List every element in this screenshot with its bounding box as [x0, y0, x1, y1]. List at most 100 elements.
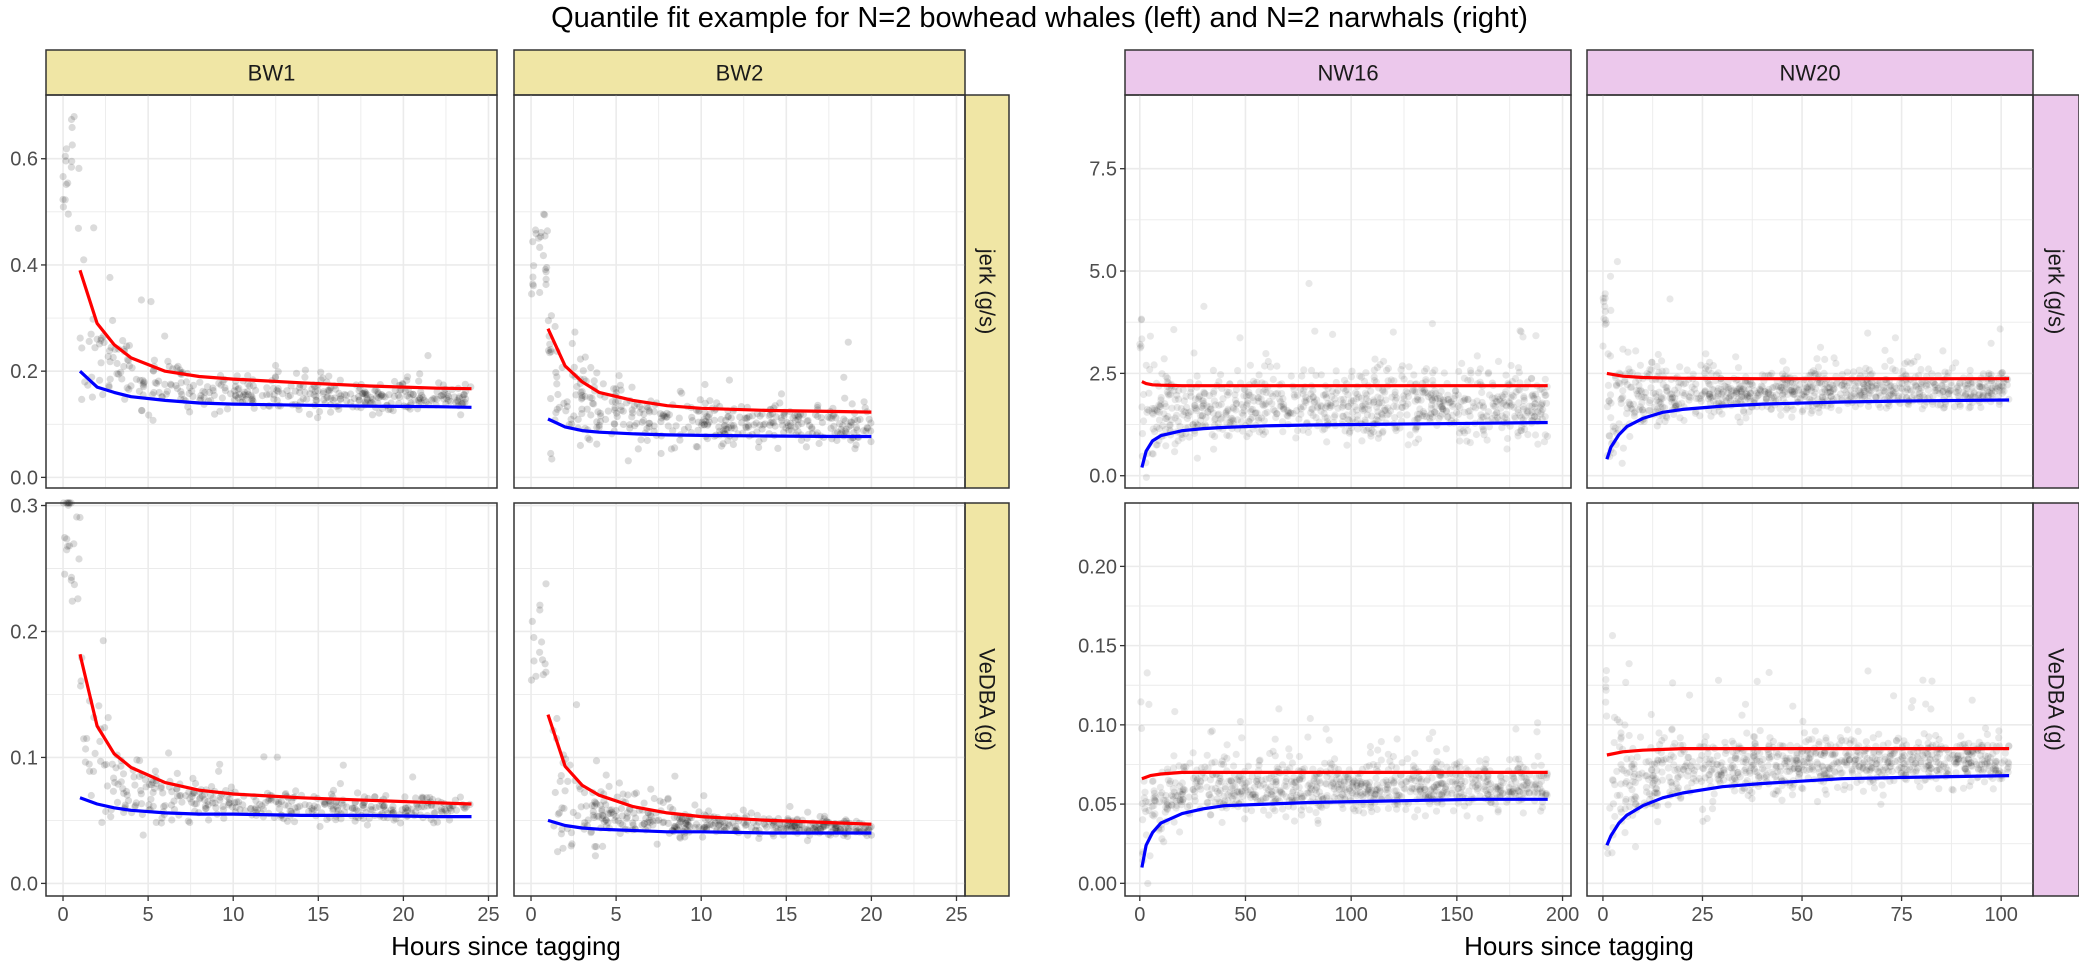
data-point: [87, 330, 95, 338]
data-point: [1502, 371, 1510, 379]
data-point: [1825, 388, 1833, 397]
data-point: [147, 795, 155, 803]
data-point: [1786, 379, 1794, 387]
data-point: [1779, 391, 1787, 399]
data-point: [1898, 393, 1906, 401]
data-point: [1148, 450, 1156, 458]
data-point: [1499, 789, 1507, 797]
data-point: [1289, 787, 1297, 795]
data-point: [284, 802, 292, 810]
data-point: [1934, 384, 1942, 392]
data-point: [1489, 400, 1497, 408]
data-point: [398, 380, 407, 388]
fit-line-upper: [78, 653, 472, 806]
data-point: [803, 837, 812, 845]
data-point: [1652, 393, 1660, 401]
data-point: [1239, 411, 1247, 419]
data-point: [1541, 375, 1549, 383]
data-point: [821, 822, 829, 830]
data-point: [1872, 384, 1880, 392]
data-point: [117, 762, 125, 770]
data-point: [1748, 380, 1756, 388]
panel-border: [45, 94, 498, 489]
data-point: [547, 348, 555, 356]
data-point: [1287, 372, 1295, 380]
data-point: [1372, 786, 1380, 795]
data-point: [1922, 382, 1930, 390]
data-point: [1812, 385, 1820, 393]
data-point: [547, 449, 555, 458]
data-point: [228, 803, 236, 811]
data-point: [1484, 408, 1492, 416]
data-point: [1240, 782, 1249, 790]
data-point: [1412, 388, 1420, 396]
data-point: [332, 385, 340, 393]
bowhead-row-strip-0: [964, 94, 1010, 489]
data-point: [196, 794, 204, 802]
data-point: [352, 806, 360, 814]
data-point: [1272, 413, 1280, 421]
data-point: [1538, 415, 1546, 423]
data-point: [1619, 387, 1627, 395]
data-point: [1436, 398, 1444, 406]
data-point: [1442, 745, 1450, 753]
data-point: [1653, 422, 1661, 430]
data-point: [557, 772, 565, 780]
data-point: [1283, 406, 1291, 415]
data-point: [530, 262, 538, 270]
data-point: [1317, 371, 1325, 379]
data-point: [1541, 413, 1549, 421]
data-point: [766, 411, 774, 419]
data-point: [1756, 386, 1764, 394]
data-point: [336, 376, 344, 384]
data-point: [155, 388, 163, 397]
data-point: [1255, 414, 1263, 422]
data-point: [1199, 404, 1207, 412]
data-point: [387, 806, 395, 814]
data-point: [460, 391, 468, 399]
data-point: [760, 820, 768, 828]
data-point: [185, 788, 193, 796]
data-point: [1414, 414, 1422, 422]
data-point: [1444, 395, 1453, 403]
data-point: [1998, 382, 2006, 390]
data-point: [1140, 390, 1148, 399]
y-tick-label: 0.05: [1078, 794, 1117, 816]
data-point: [701, 417, 710, 425]
data-point: [1602, 319, 1610, 327]
data-point: [1636, 733, 1645, 741]
data-point: [415, 398, 423, 406]
data-point: [1777, 383, 1785, 391]
data-point: [727, 424, 735, 432]
data-point: [793, 411, 801, 419]
data-point: [296, 388, 304, 397]
data-point: [172, 382, 180, 390]
data-point: [716, 427, 724, 435]
data-point: [860, 427, 868, 435]
data-point: [542, 280, 550, 289]
data-point: [1860, 387, 1868, 395]
data-point: [1976, 383, 1984, 391]
data-point: [1414, 393, 1422, 401]
data-point: [1854, 379, 1862, 387]
data-point: [758, 425, 766, 433]
data-point: [1507, 361, 1515, 370]
data-point: [396, 819, 405, 827]
data-point: [61, 196, 69, 204]
data-point: [329, 786, 338, 795]
data-point: [592, 799, 600, 807]
data-point: [433, 395, 441, 403]
data-point: [1705, 379, 1713, 388]
data-point: [1347, 373, 1355, 381]
data-point: [560, 804, 568, 813]
data-point: [1347, 397, 1355, 405]
data-point: [755, 834, 763, 843]
data-point: [750, 421, 758, 429]
data-point: [577, 803, 585, 811]
data-point: [97, 359, 105, 367]
data-point: [610, 385, 618, 393]
data-point: [850, 429, 858, 437]
data-point: [617, 406, 625, 414]
data-point: [1540, 388, 1548, 397]
data-point: [1343, 386, 1351, 394]
